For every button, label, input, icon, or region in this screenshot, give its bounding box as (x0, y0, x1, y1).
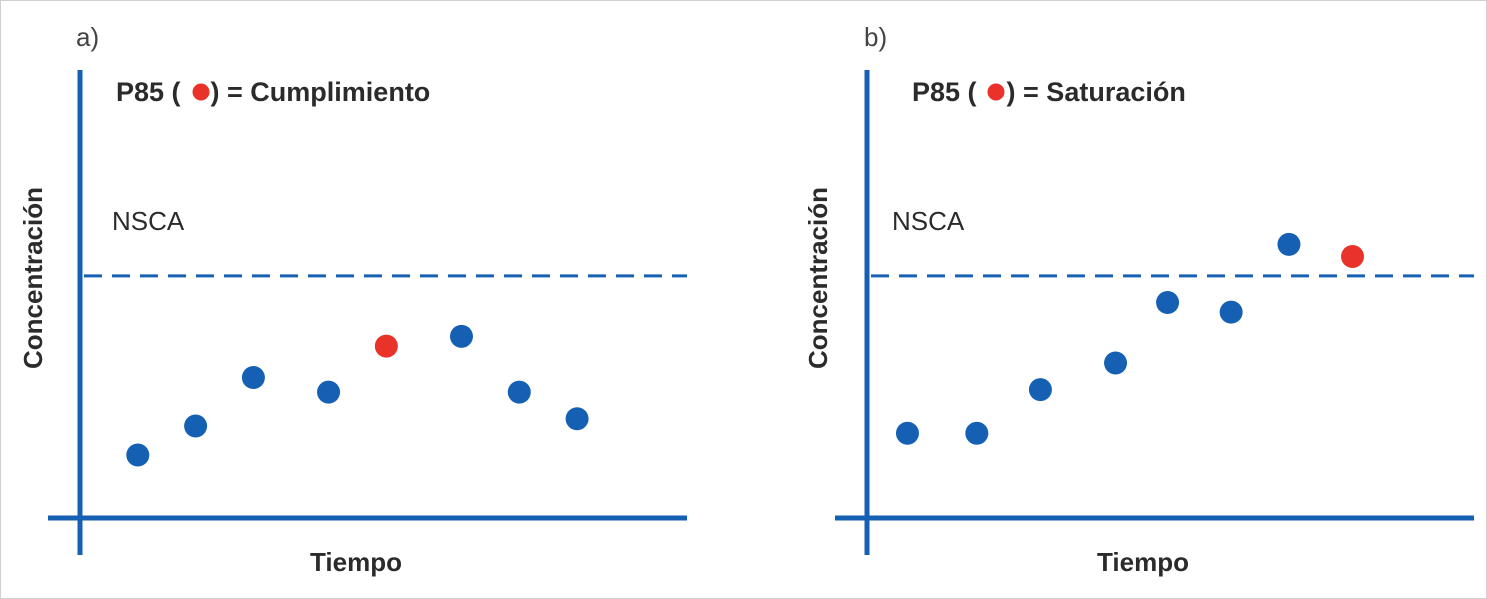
panel-b-point-5 (1156, 290, 1180, 314)
panel-a-point-3 (241, 366, 265, 390)
panel-a-title-suffix: ) = Cumplimiento (211, 77, 431, 107)
panel-b-y-title: Concentración (803, 187, 833, 369)
panel-a-point-8 (565, 407, 589, 431)
panel-b: b) P85 ( ) = Saturación NSCA Tiempo Conce… (803, 22, 1474, 577)
panel-b-point-8-p85 (1341, 244, 1365, 268)
panel-a-point-2 (184, 414, 208, 438)
panel-b-point-7 (1277, 232, 1301, 256)
panel-a-y-title: Concentración (18, 187, 48, 369)
panel-a-points (126, 324, 589, 467)
panel-b-point-6 (1219, 300, 1243, 324)
panel-b-point-3 (1028, 378, 1052, 402)
panel-b-title: P85 ( ) = Saturación (912, 77, 1186, 107)
panel-a-point-7 (507, 380, 531, 404)
panel-a-title-prefix: P85 ( (116, 77, 181, 107)
panel-a-title-marker (192, 83, 210, 101)
panel-b-title-marker (987, 83, 1005, 101)
panel-b-x-title: Tiempo (1097, 547, 1189, 577)
panel-b-letter: b) (864, 22, 887, 52)
panel-b-title-prefix: P85 ( (912, 77, 977, 107)
panel-b-point-1 (895, 421, 919, 445)
panel-a-letter: a) (76, 22, 99, 52)
panel-a-point-1 (126, 443, 150, 467)
panel-a-point-6 (449, 324, 473, 348)
panel-b-nsca-label: NSCA (892, 206, 965, 236)
panel-a-x-title: Tiempo (310, 547, 402, 577)
panel-b-title-suffix: ) = Saturación (1007, 77, 1186, 107)
panel-a: a) P85 ( ) = Cumplimiento NSCA Tiempo Con… (18, 22, 687, 577)
panel-b-point-4 (1104, 351, 1128, 375)
panel-a-point-5-p85 (374, 334, 398, 358)
panel-a-title: P85 ( ) = Cumplimiento (116, 77, 430, 107)
panel-a-nsca-label: NSCA (112, 206, 185, 236)
panel-b-point-2 (965, 421, 989, 445)
panel-b-points (895, 232, 1365, 445)
panel-a-point-4 (317, 380, 341, 404)
